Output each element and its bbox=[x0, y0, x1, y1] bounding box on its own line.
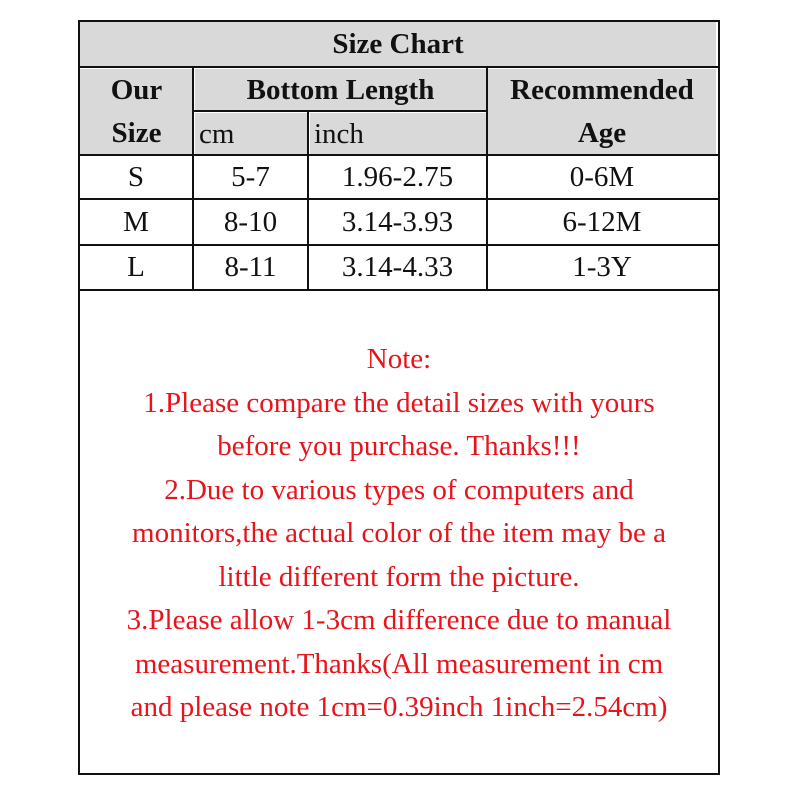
note-block: Note: 1.Please compare the detail sizes w… bbox=[80, 338, 718, 730]
note-line: measurement.Thanks(All measurement in cm bbox=[134, 647, 664, 680]
header-bottom-length: Bottom Length bbox=[195, 69, 486, 111]
size-chart-frame bbox=[78, 20, 720, 775]
cell-age: 1-3Y bbox=[572, 251, 632, 283]
cell-age: 6-12M bbox=[562, 205, 642, 238]
divider bbox=[192, 66, 194, 291]
note-line: Note: bbox=[366, 343, 432, 375]
note-line: and please note 1cm=0.39inch 1inch=2.54c… bbox=[130, 691, 668, 723]
header-cm: cm bbox=[195, 113, 308, 155]
header-age-l1: Recommended bbox=[510, 74, 694, 106]
note-line: monitors,the actual color of the item ma… bbox=[132, 517, 666, 549]
cell-size: M bbox=[123, 205, 149, 238]
note-line: 3.Please allow 1-3cm difference due to m… bbox=[126, 604, 672, 636]
cell-cm: 8-11 bbox=[224, 251, 277, 283]
cell-age: 0-6M bbox=[569, 160, 635, 193]
divider bbox=[486, 66, 488, 291]
divider bbox=[78, 244, 718, 246]
divider bbox=[307, 110, 309, 291]
divider bbox=[78, 198, 718, 200]
header-our-size-l1: Our bbox=[110, 74, 163, 106]
divider bbox=[193, 110, 488, 112]
divider bbox=[78, 66, 718, 68]
note-line: 2.Due to various types of computers and bbox=[164, 473, 634, 506]
cell-cm: 8-10 bbox=[223, 205, 278, 238]
divider bbox=[78, 289, 718, 291]
cell-size: S bbox=[127, 160, 145, 193]
divider bbox=[78, 154, 718, 156]
header-age-l2: Age bbox=[577, 117, 627, 149]
cell-inch: 3.14-3.93 bbox=[341, 205, 454, 238]
header-inch: inch bbox=[310, 113, 486, 155]
header-our-size: Our Size bbox=[80, 69, 193, 155]
chart-title: Size Chart bbox=[80, 22, 716, 67]
cell-inch: 3.14-4.33 bbox=[341, 251, 454, 283]
note-line: little different form the picture. bbox=[218, 560, 580, 593]
cell-size: L bbox=[127, 251, 145, 283]
header-our-size-l2: Size bbox=[111, 117, 162, 149]
note-line: 1.Please compare the detail sizes with y… bbox=[143, 386, 655, 419]
header-recommended-age: Recommended Age bbox=[488, 69, 716, 155]
cell-inch: 1.96-2.75 bbox=[341, 160, 454, 193]
note-line: before you purchase. Thanks!!! bbox=[217, 430, 581, 462]
cell-cm: 5-7 bbox=[231, 160, 270, 193]
